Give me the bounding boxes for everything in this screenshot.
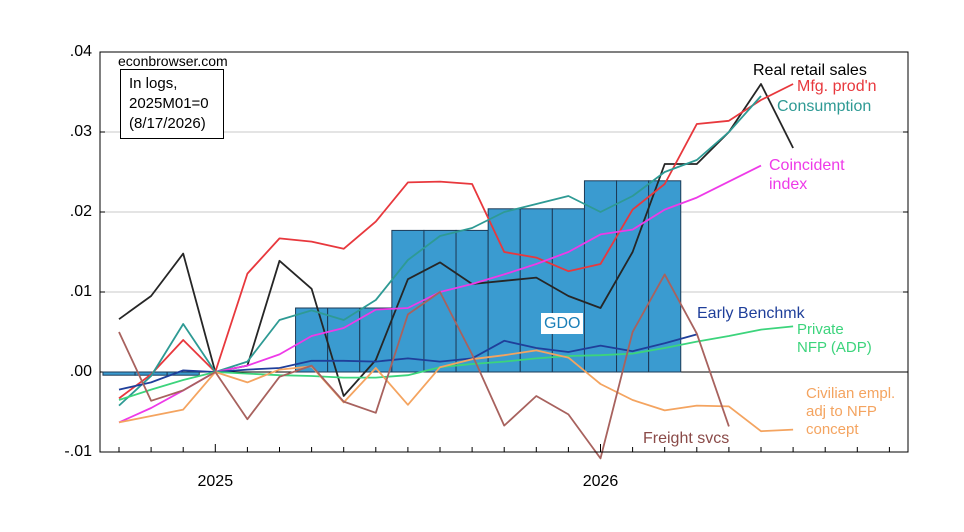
series-line — [118, 95, 762, 407]
series-label: Early Benchmk — [697, 305, 805, 322]
series-label: Freight svcs — [643, 430, 730, 447]
note-line: (8/17/2026) — [129, 115, 206, 132]
y-tick-label: -.01 — [64, 443, 92, 460]
note-line: 2025M01=0 — [129, 95, 209, 112]
y-tick-label: .03 — [70, 123, 92, 140]
bar — [455, 229, 489, 373]
y-tick-label: .04 — [70, 43, 92, 60]
series-line — [118, 83, 794, 400]
x-tick-label: 2025 — [198, 473, 234, 490]
series-line — [118, 349, 794, 433]
bar — [166, 371, 200, 376]
series-label: Private NFP (ADP) — [797, 321, 872, 356]
bar — [102, 371, 136, 376]
bar — [583, 180, 618, 373]
series-label: Coincident index — [769, 157, 845, 193]
bar — [423, 229, 457, 373]
series-label: Real retail sales — [753, 62, 867, 79]
y-tick-label: .00 — [70, 363, 92, 380]
bar — [616, 180, 650, 373]
note-box: In logs, 2025M01=0 (8/17/2026) — [120, 69, 224, 139]
series-line — [118, 273, 730, 460]
y-tick-label: .02 — [70, 203, 92, 220]
series-label: Mfg. prod'n — [797, 78, 877, 95]
bar — [327, 307, 361, 373]
note-line: In logs, — [129, 75, 178, 92]
y-tick-label: .01 — [70, 283, 92, 300]
source-label: econbrowser.com — [118, 53, 228, 69]
series-label: Civilian empl. adj to NFP concept — [806, 385, 896, 438]
plot-frame — [99, 51, 909, 453]
x-tick-label: 2026 — [583, 473, 619, 490]
series-label: Consumption — [777, 98, 872, 115]
series-line — [118, 325, 794, 401]
series-label: GDO — [541, 313, 584, 334]
